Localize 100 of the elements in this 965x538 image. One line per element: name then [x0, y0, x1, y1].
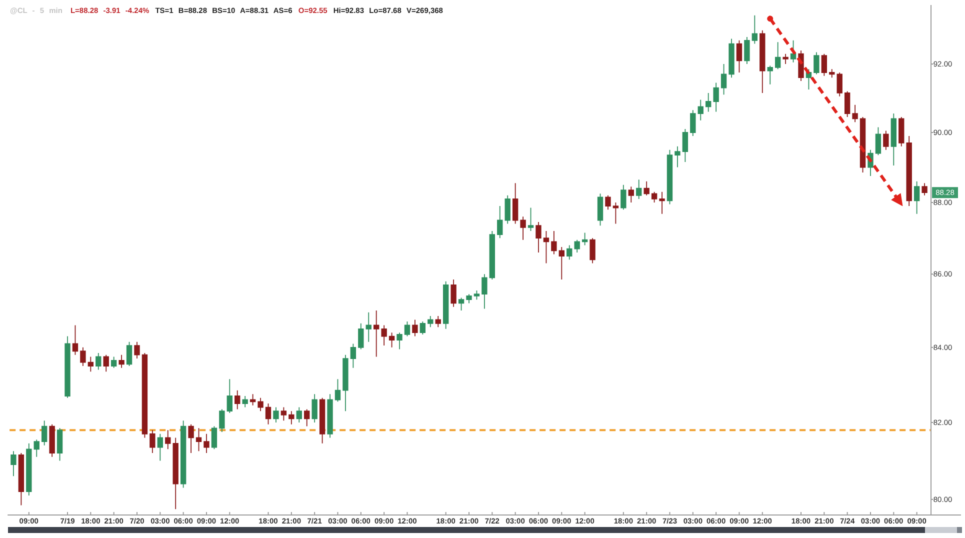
candlestick [26, 442, 32, 496]
candlestick [760, 30, 766, 94]
candlestick [713, 82, 719, 112]
candlestick [690, 110, 696, 136]
candlestick [381, 324, 387, 346]
candlestick [96, 352, 102, 370]
candlestick [829, 68, 835, 78]
candlestick [188, 424, 194, 454]
candlestick [435, 316, 441, 328]
candlestick [821, 53, 828, 76]
candlestick [698, 99, 704, 121]
candlestick [914, 180, 920, 214]
candlestick [767, 65, 773, 85]
candlestick [319, 397, 326, 444]
candlestick [666, 149, 673, 205]
candlestick [288, 410, 294, 425]
candlestick [504, 194, 510, 224]
candlestick [34, 439, 40, 458]
candlestick [265, 403, 272, 425]
candlestick [636, 179, 642, 200]
candlestick [103, 354, 109, 372]
candlestick [250, 394, 256, 406]
candlestick [512, 182, 518, 224]
candlestick [875, 126, 882, 156]
candlestick [520, 216, 526, 240]
candlestick [273, 406, 279, 423]
candlestick [312, 394, 318, 423]
candlestick [558, 246, 564, 280]
candlestick [814, 52, 820, 75]
candlestick [42, 420, 48, 446]
candlestick [922, 182, 928, 196]
candlestick [844, 90, 850, 118]
candlestick [18, 452, 24, 506]
candlestick [574, 239, 580, 253]
candlestick [674, 146, 680, 168]
candlestick [110, 356, 117, 368]
candlestick [304, 408, 310, 427]
candlestick [458, 297, 464, 311]
candlestick [883, 130, 889, 150]
candlestick [126, 341, 132, 366]
candlestick [628, 186, 634, 203]
candlestick [72, 324, 78, 356]
candlestick [350, 343, 356, 368]
candlestick [327, 394, 333, 438]
candlestick [142, 352, 148, 438]
candlestick [80, 346, 86, 366]
candlestick [466, 294, 472, 304]
candlestick [790, 40, 796, 63]
candlestick [242, 396, 248, 408]
candlestick [651, 191, 658, 203]
candlestick [157, 433, 164, 462]
candlestick [374, 310, 380, 358]
candlestick [906, 136, 912, 206]
candlestick [736, 40, 742, 73]
candlestick [597, 193, 604, 226]
candlestick [644, 180, 650, 196]
candlestick [342, 354, 348, 412]
candlestick [543, 230, 550, 264]
candlestick [428, 316, 434, 328]
candlestick [605, 194, 611, 210]
candlestick [528, 207, 534, 232]
candlestick [280, 406, 287, 422]
candlestick [489, 230, 496, 280]
candlestick [474, 290, 480, 300]
candlestick [196, 428, 202, 452]
candlestick [590, 238, 596, 264]
candlestick [720, 64, 727, 96]
candlestick [49, 424, 55, 458]
candlestick [706, 92, 712, 112]
candlestick [482, 274, 488, 310]
candlestick [404, 321, 410, 337]
candlestick [204, 433, 210, 454]
candlestick [412, 319, 418, 337]
candlestick [744, 36, 750, 64]
candlestick [388, 332, 395, 348]
candlestick [659, 191, 665, 214]
candlestick [582, 232, 588, 246]
candlestick [420, 321, 426, 335]
candlestick [64, 336, 70, 398]
candlestick [612, 202, 619, 224]
candlestick [852, 104, 858, 123]
candlestick [118, 354, 124, 368]
candlestick [366, 312, 372, 342]
candlestick [860, 116, 866, 173]
candlestick [358, 322, 364, 350]
candlestick [180, 420, 186, 488]
candlestick [836, 72, 842, 97]
candlestick [10, 450, 16, 477]
candlestick [334, 378, 341, 402]
candlestick [898, 116, 904, 147]
candlestick [551, 230, 557, 255]
candlestick [172, 437, 178, 510]
candlestick [682, 128, 688, 162]
candlestick [296, 406, 302, 423]
candlestick [134, 341, 140, 359]
candlestick [782, 53, 788, 64]
candlestick [566, 244, 572, 260]
candlestick [752, 14, 758, 44]
candlestick [450, 279, 456, 308]
candlestick [728, 38, 734, 78]
